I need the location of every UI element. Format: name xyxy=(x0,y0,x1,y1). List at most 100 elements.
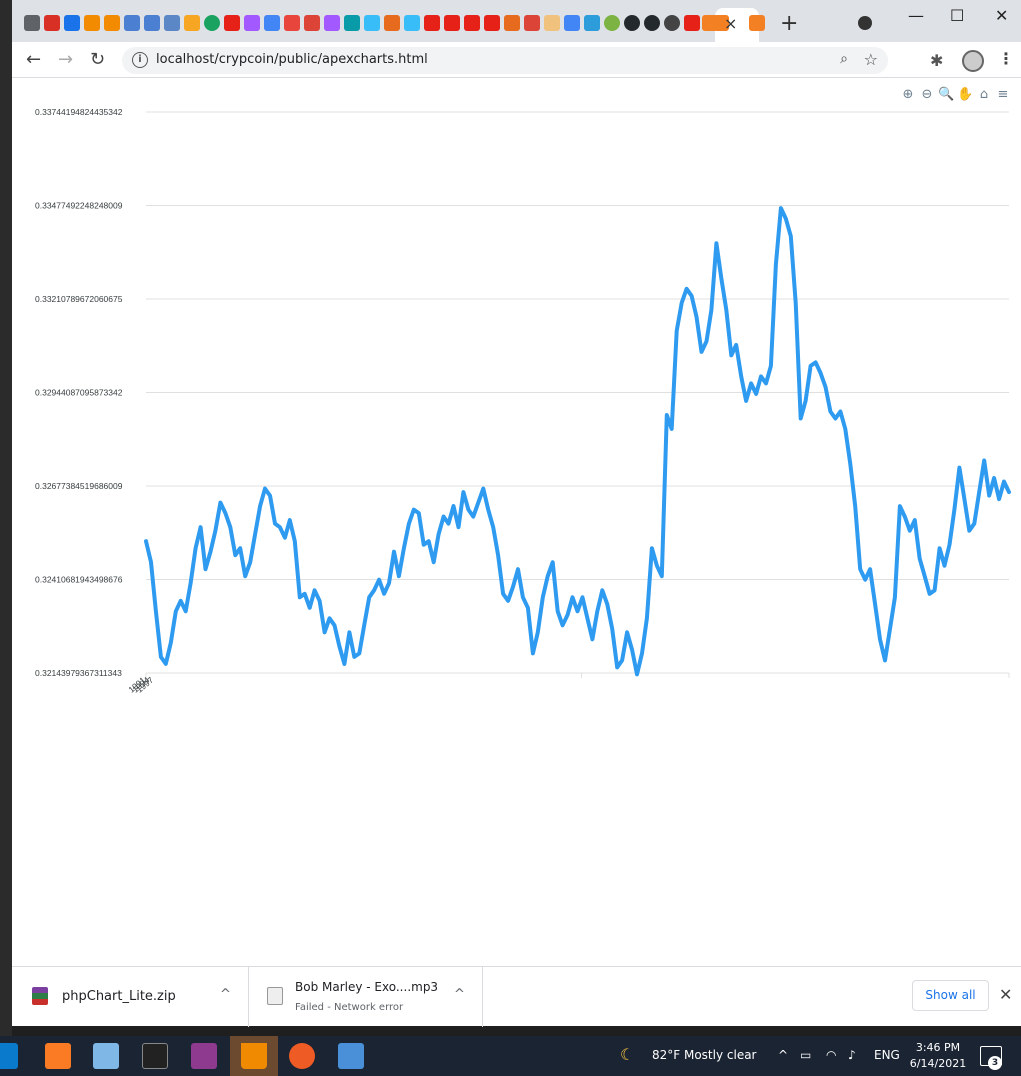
new-tab-button[interactable]: + xyxy=(780,11,799,36)
line-chart: 0.33744194824435342 0.33477492248248009 0.… xyxy=(35,107,1011,695)
download-name: Bob Marley - Exo....mp3 xyxy=(295,980,439,994)
y-tick-label: 0.33477492248248009 xyxy=(35,201,123,211)
tab-favicon[interactable] xyxy=(124,15,140,31)
battery-icon[interactable]: ▭ xyxy=(800,1048,812,1062)
vlc-icon[interactable] xyxy=(241,1043,267,1069)
xampp-icon[interactable] xyxy=(45,1043,71,1069)
tab-favicon[interactable] xyxy=(484,15,500,31)
clock-time: 3:46 PM xyxy=(915,1041,961,1054)
y-tick-label: 0.32677384519686009 xyxy=(35,481,123,491)
terminal-icon[interactable] xyxy=(142,1043,168,1069)
maximize-button[interactable]: ☐ xyxy=(950,6,965,25)
tab-favicon[interactable] xyxy=(504,15,520,31)
close-downloads-icon[interactable]: ✕ xyxy=(999,985,1013,1004)
tab-favicon[interactable] xyxy=(404,15,420,31)
menu-kebab-icon[interactable]: ⋮ xyxy=(998,49,1014,68)
tab-favicon[interactable] xyxy=(584,15,600,31)
zoom-selection-icon[interactable]: 🔍 xyxy=(938,87,955,102)
audio-file-icon xyxy=(267,987,283,1005)
system-clock[interactable]: 3:46 PM 6/14/2021 xyxy=(906,1040,970,1072)
tab-favicon[interactable] xyxy=(204,15,220,31)
winrar-icon[interactable] xyxy=(191,1043,217,1069)
y-tick-label: 0.33210789672060675 xyxy=(35,294,123,304)
tab-favicon[interactable] xyxy=(324,15,340,31)
tab-favicon[interactable] xyxy=(444,15,460,31)
pan-hand-icon[interactable]: ✋ xyxy=(957,87,974,102)
vscode-icon[interactable] xyxy=(0,1043,18,1069)
tab-favicon[interactable] xyxy=(264,15,280,31)
series-line[interactable] xyxy=(144,206,1011,677)
browser-toolbar: ← → ↻ i localhost/crypcoin/public/apexch… xyxy=(12,42,1021,78)
tab-favicon[interactable] xyxy=(384,15,400,31)
tab-favicon[interactable] xyxy=(244,15,260,31)
calculator-icon[interactable] xyxy=(338,1043,364,1069)
chevron-up-icon[interactable]: ^ xyxy=(220,987,231,1002)
zoom-icon[interactable]: ⌕ xyxy=(840,51,848,67)
moon-weather-icon[interactable]: ☾ xyxy=(620,1045,635,1064)
download-status: Failed - Network error xyxy=(295,1002,404,1013)
tab-favicon[interactable] xyxy=(44,15,60,31)
volume-icon[interactable]: ♪ xyxy=(848,1048,856,1062)
tab-favicon[interactable] xyxy=(344,15,360,31)
chart-menu-icon[interactable]: ≡ xyxy=(997,87,1009,102)
tab-favicon[interactable] xyxy=(364,15,380,31)
tab-favicon[interactable] xyxy=(144,15,160,31)
tab-search-icon[interactable] xyxy=(858,16,872,30)
tab-favicon[interactable] xyxy=(749,15,765,31)
tab-favicon[interactable] xyxy=(424,15,440,31)
tab-favicon[interactable] xyxy=(284,15,300,31)
browser-window: × + — ☐ ✕ ← → ↻ i localhost/crypcoin/pub… xyxy=(12,0,1021,1027)
y-tick-label: 0.33744194824435342 xyxy=(35,107,123,117)
tab-favicon[interactable] xyxy=(224,15,240,31)
language-indicator[interactable]: ENG xyxy=(874,1048,900,1062)
tab-favicon[interactable] xyxy=(304,15,320,31)
chevron-up-icon[interactable]: ^ xyxy=(454,987,465,1002)
tab-favicon[interactable] xyxy=(464,15,480,31)
zoom-out-icon[interactable]: ⊖ xyxy=(921,87,933,102)
tab-favicon[interactable] xyxy=(84,15,100,31)
wifi-icon[interactable]: ◠ xyxy=(826,1048,837,1062)
tab-favicon[interactable] xyxy=(524,15,540,31)
profile-avatar[interactable] xyxy=(962,50,984,72)
url-text[interactable]: localhost/crypcoin/public/apexcharts.htm… xyxy=(156,52,428,67)
tab-favicon[interactable] xyxy=(544,15,560,31)
tab-favicon[interactable] xyxy=(684,15,700,31)
windows-taskbar: ☾ 82°F Mostly clear ^ ▭ ◠ ♪ ENG 3:46 PM … xyxy=(0,1036,1021,1076)
y-tick-label: 0.32410681943498676 xyxy=(35,575,123,585)
active-tab-favicon xyxy=(713,15,729,31)
tab-favicon[interactable] xyxy=(624,15,640,31)
clock-date: 6/14/2021 xyxy=(909,1057,967,1070)
weather-text[interactable]: 82°F Mostly clear xyxy=(652,1048,757,1062)
tab-favicon[interactable] xyxy=(664,15,680,31)
address-bar[interactable]: i localhost/crypcoin/public/apexcharts.h… xyxy=(122,47,888,74)
download-name: phpChart_Lite.zip xyxy=(62,989,176,1004)
site-info-icon[interactable]: i xyxy=(132,52,148,68)
tab-favicon[interactable] xyxy=(184,15,200,31)
y-tick-label: 0.32944087095873342 xyxy=(35,388,123,398)
tab-favicon[interactable] xyxy=(24,15,40,31)
notification-badge: 3 xyxy=(988,1056,1002,1070)
tab-favicon[interactable] xyxy=(604,15,620,31)
minimize-button[interactable]: — xyxy=(908,6,924,25)
tab-favicon[interactable] xyxy=(64,15,80,31)
zoom-in-icon[interactable]: ⊕ xyxy=(902,87,914,102)
zip-file-icon xyxy=(32,987,48,1005)
tab-favicon[interactable] xyxy=(644,15,660,31)
postman-icon[interactable] xyxy=(289,1043,315,1069)
notepad-icon[interactable] xyxy=(93,1043,119,1069)
tab-favicon[interactable] xyxy=(104,15,120,31)
download-item[interactable]: phpChart_Lite.zip ^ xyxy=(12,967,249,1027)
tray-overflow-icon[interactable]: ^ xyxy=(778,1048,789,1062)
show-all-button[interactable]: Show all xyxy=(912,980,989,1011)
extensions-puzzle-icon[interactable]: ✱ xyxy=(930,51,944,70)
reset-home-icon[interactable]: ⌂ xyxy=(979,87,989,102)
close-window-button[interactable]: ✕ xyxy=(995,6,1009,25)
tab-favicon[interactable] xyxy=(164,15,180,31)
back-arrow-icon[interactable]: ← xyxy=(26,49,42,70)
tab-favicon[interactable] xyxy=(564,15,580,31)
bookmark-star-icon[interactable]: ☆ xyxy=(863,50,878,69)
close-tab-icon[interactable]: × xyxy=(724,14,738,33)
forward-arrow-icon[interactable]: → xyxy=(58,49,74,70)
download-item[interactable]: Bob Marley - Exo....mp3 Failed - Network… xyxy=(249,967,483,1027)
reload-icon[interactable]: ↻ xyxy=(90,49,106,70)
